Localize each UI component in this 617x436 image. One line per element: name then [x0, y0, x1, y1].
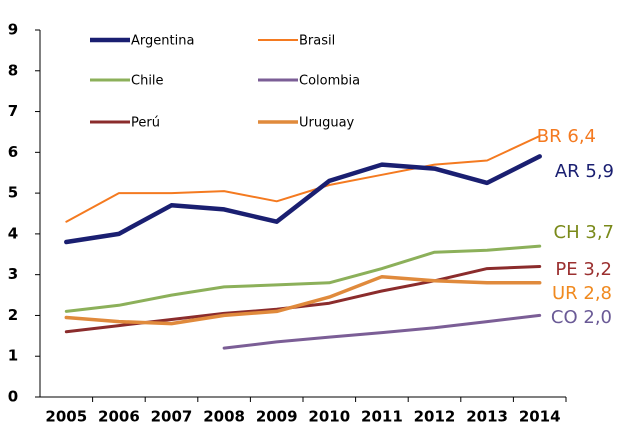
series-line — [64, 154, 542, 245]
y-tick-label: 7 — [8, 102, 18, 120]
end-label: BR 6,4 — [537, 126, 596, 147]
series-line — [222, 313, 542, 350]
x-tick-label: 2010 — [308, 408, 350, 426]
end-label: PE 3,2 — [555, 259, 612, 280]
x-tick-label: 2006 — [98, 408, 140, 426]
y-tick-label: 8 — [8, 61, 18, 79]
x-tick-label: 2005 — [45, 408, 87, 426]
x-tick-label: 2014 — [519, 408, 561, 426]
legend-label: Perú — [131, 116, 160, 131]
y-tick-label: 5 — [8, 184, 18, 202]
end-label: UR 2,8 — [552, 283, 612, 304]
y-tick-label: 2 — [8, 306, 18, 324]
x-tick-label: 2013 — [466, 408, 508, 426]
y-tick-label: 6 — [8, 143, 18, 161]
x-tick-label: 2012 — [414, 408, 456, 426]
x-tick-label: 2007 — [151, 408, 193, 426]
y-tick-label: 1 — [8, 347, 18, 365]
y-tick-label: 9 — [8, 21, 18, 39]
legend-label: Argentina — [131, 34, 194, 49]
y-tick-label: 3 — [8, 265, 18, 283]
x-tick-label: 2011 — [361, 408, 403, 426]
y-tick-label: 0 — [8, 388, 18, 406]
y-tick-label: 4 — [8, 224, 18, 242]
series-line — [64, 244, 542, 313]
legend-label: Colombia — [299, 74, 360, 89]
x-tick-label: 2009 — [256, 408, 298, 426]
series-line — [64, 274, 542, 326]
end-label: CO 2,0 — [551, 307, 612, 328]
legend-label: Uruguay — [299, 116, 355, 131]
legend-label: Chile — [131, 74, 164, 89]
end-label: AR 5,9 — [555, 161, 614, 182]
legend-label: Brasil — [299, 34, 335, 49]
x-tick-label: 2008 — [203, 408, 245, 426]
end-label: CH 3,7 — [554, 222, 614, 243]
series-line — [65, 135, 541, 223]
